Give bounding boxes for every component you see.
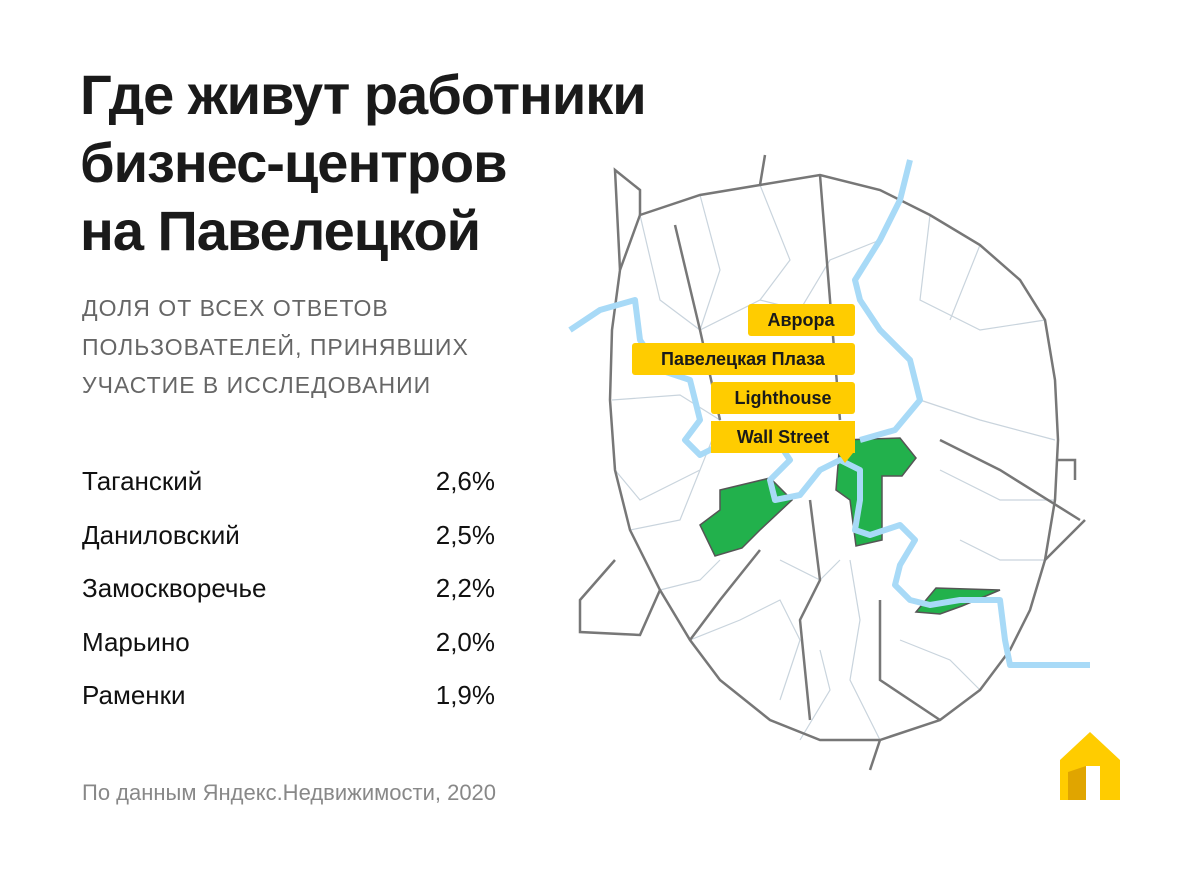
map-labels: Аврора Павелецкая Плаза Lighthouse Wall … [632,304,855,463]
subtitle-line: ДОЛЯ ОТ ВСЕХ ОТВЕТОВ [82,295,389,321]
district-name: Даниловский [82,519,240,550]
district-share: 2,2% [435,573,495,603]
district-share: 1,9% [435,680,495,710]
title-line: бизнес-центров [80,131,508,194]
district-name: Марьино [82,626,190,657]
river [568,159,1090,668]
logo [1060,732,1120,800]
district-name: Таганский [82,466,203,496]
district-share: 2,0% [435,626,495,657]
subtitle-line: УЧАСТИЕ В ИССЛЕДОВАНИИ [82,372,432,398]
label-box [711,382,855,414]
label-box [748,304,855,336]
district-share: 2,6% [435,466,495,496]
map-label: Wall Street [737,427,829,447]
map-label: Павелецкая Плаза [661,349,826,369]
map-label: Аврора [767,310,835,330]
title-line: Где живут работники [80,63,647,126]
district-name: Раменки [82,680,186,710]
source: По данным Яндекс.Недвижимости, 2020 [82,780,497,805]
district-share: 2,5% [435,519,495,550]
map-label: Lighthouse [735,388,832,408]
title-line: на Павелецкой [80,199,481,262]
subtitle-line: ПОЛЬЗОВАТЕЛЕЙ, ПРИНЯВШИХ [82,334,469,360]
label-box [711,421,855,463]
label-box [632,343,855,375]
district-name: Замоскворечье [82,573,267,603]
